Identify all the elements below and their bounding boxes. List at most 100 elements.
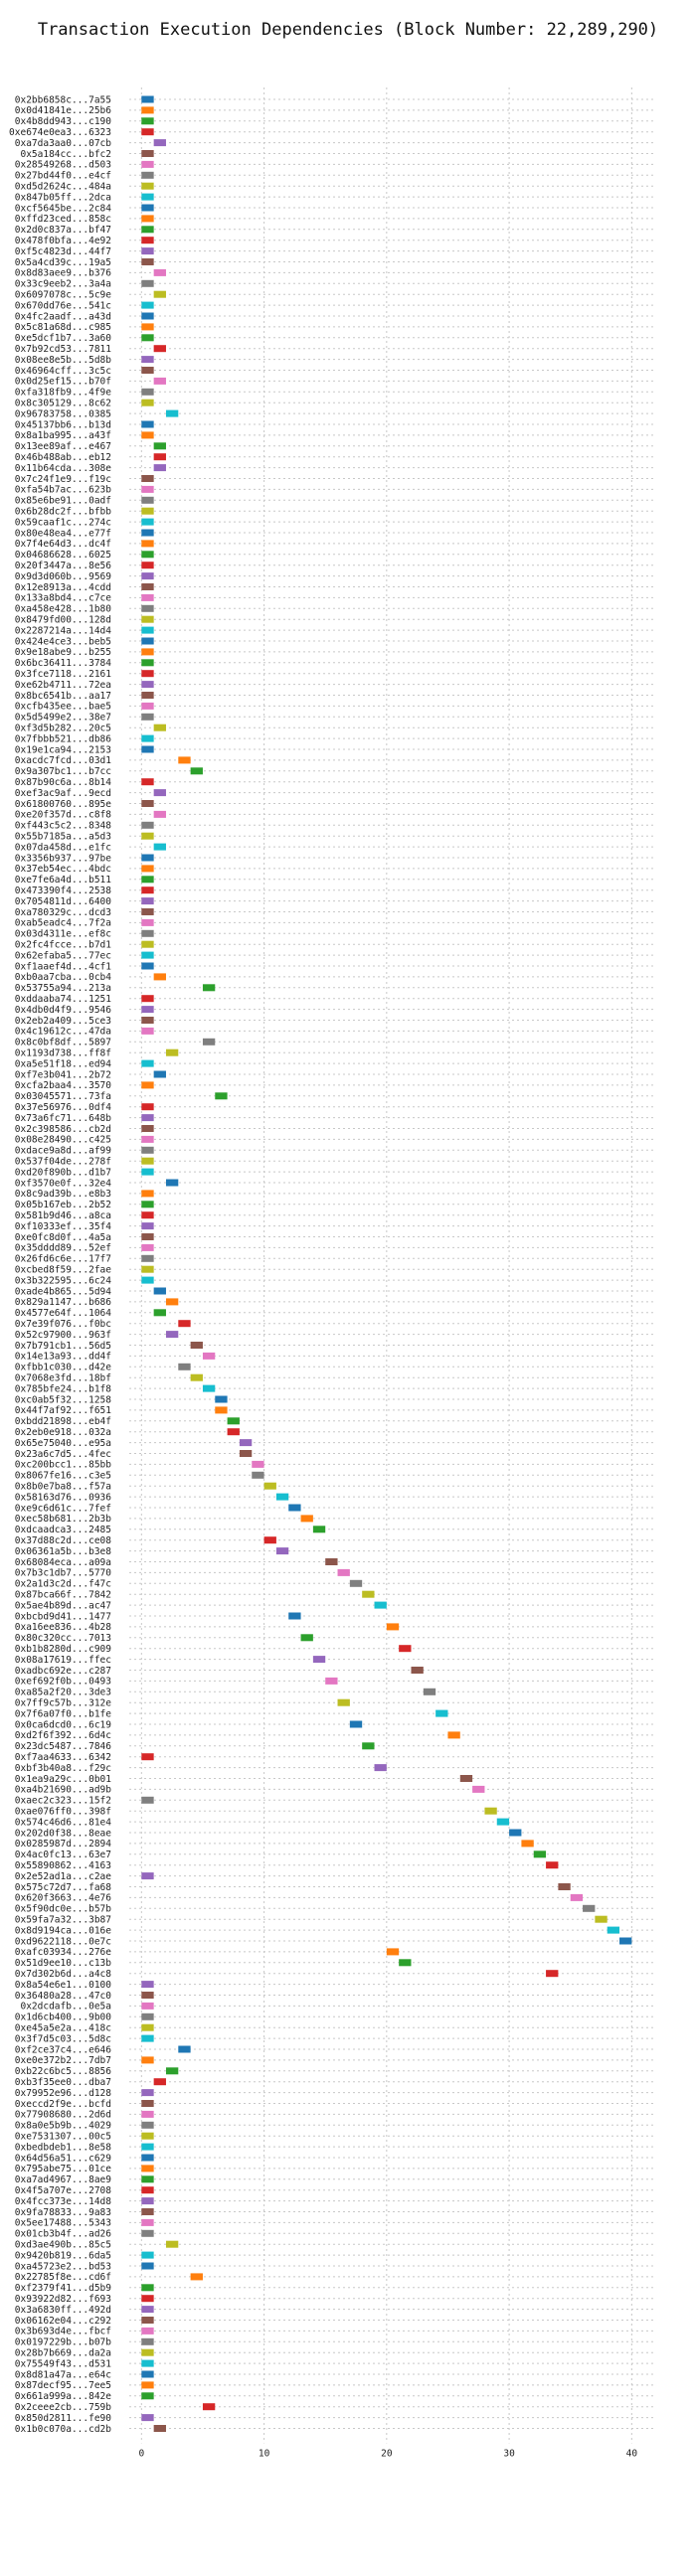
y-tick-label: 0x3fce7118...2161	[15, 669, 112, 680]
transaction-bar	[141, 2208, 154, 2215]
transaction-bar	[141, 420, 154, 428]
y-tick-label: 0xe20f357d...c8f8	[15, 810, 112, 821]
y-tick-label: 0xef3ac9af...9ecd	[15, 788, 111, 799]
transaction-bar	[153, 139, 166, 147]
transaction-bar	[153, 442, 166, 450]
y-tick-label: 0x22785f8e...cd6f	[15, 2272, 111, 2283]
y-tick-label: 0x37d88c2d...ce08	[15, 1535, 112, 1546]
y-tick-label: 0x5f90dc0e...b57b	[15, 1904, 112, 1915]
y-tick-label: 0x785bfe24...b1f8	[15, 1383, 112, 1394]
transaction-bar	[275, 1547, 289, 1555]
transaction-bar	[607, 1926, 620, 1934]
transaction-bar	[141, 518, 154, 526]
y-tick-label: 0xa16ee836...4b28	[15, 1622, 112, 1633]
y-tick-label: 0x9d3d060b...9569	[15, 571, 112, 582]
y-tick-label: 0x829a1147...b686	[15, 1297, 112, 1308]
transaction-bar	[141, 117, 154, 125]
y-tick-label: 0x5c81a68d...c985	[15, 322, 111, 333]
y-tick-label: 0xf443c5c2...8348	[15, 821, 112, 832]
x-tick-label: 40	[626, 2448, 638, 2459]
transaction-bar	[153, 2425, 166, 2432]
y-tick-label: 0xef692f0b...0493	[15, 1677, 111, 1688]
y-tick-label: 0x0d41841e...25b6	[15, 105, 112, 116]
transaction-bar	[153, 377, 166, 385]
y-tick-label: 0x133a8bd4...c7ce	[15, 593, 112, 604]
y-tick-label: 0x12e8913a...4cdd	[15, 582, 111, 593]
transaction-bar	[141, 713, 154, 721]
y-tick-label: 0x9420b819...6da5	[15, 2250, 111, 2261]
transaction-bar	[141, 496, 154, 504]
transaction-bar	[141, 1276, 154, 1284]
transaction-bar	[178, 756, 191, 764]
y-tick-label: 0x478f0bfa...4e92	[15, 236, 111, 246]
transaction-bar	[153, 724, 166, 731]
transaction-bar	[141, 247, 154, 255]
y-tick-label: 0x7d302b6d...a4c8	[15, 1969, 112, 1980]
transaction-bar	[141, 388, 154, 396]
y-tick-label: 0x2eb2a409...5ce3	[15, 1016, 111, 1027]
transaction-bar	[141, 1103, 154, 1111]
transaction-bar	[386, 1948, 400, 1956]
transaction-bar	[263, 1482, 276, 1490]
y-tick-label: 0x23a6c7d5...4fec	[15, 1449, 111, 1460]
transaction-bar	[141, 399, 154, 406]
transaction-bar	[141, 1872, 154, 1880]
y-tick-label: 0x7ff9c57b...312e	[15, 1698, 112, 1709]
y-tick-label: 0xbdd21898...eb4f	[15, 1416, 111, 1427]
transaction-bar	[141, 2186, 154, 2194]
y-tick-label: 0xd2f6f392...6d4c	[15, 1730, 111, 1741]
y-tick-label: 0xdcaadca3...2485	[15, 1525, 111, 1535]
y-tick-label: 0x2ceee2cb...759b	[15, 2402, 112, 2413]
y-tick-label: 0x620f3663...4e76	[15, 1893, 112, 1904]
transaction-bar	[141, 832, 154, 840]
transaction-bar	[165, 2240, 179, 2248]
transaction-bar	[141, 2251, 154, 2259]
y-tick-label: 0x59fa7a32...3b87	[15, 1915, 111, 1926]
y-tick-label: 0xfa318fb9...4f9e	[15, 388, 112, 399]
transaction-bar	[141, 2295, 154, 2303]
transaction-bar	[202, 984, 216, 992]
y-tick-label: 0x7e39f076...f0bc	[15, 1319, 111, 1330]
transaction-bar	[325, 1558, 338, 1565]
transaction-bar	[141, 1146, 154, 1154]
transaction-bar	[435, 1709, 448, 1717]
transaction-bar	[337, 1568, 350, 1576]
y-tick-label: 0x23dc5487...7846	[15, 1741, 112, 1752]
y-tick-label: 0x8479fd00...128d	[15, 615, 111, 626]
transaction-bar	[141, 160, 154, 168]
y-tick-label: 0x8d9194ca...016e	[15, 1925, 112, 1936]
y-tick-label: 0x37eb54ec...4bdc	[15, 864, 111, 875]
y-tick-label: 0x2eb0e918...032a	[15, 1427, 111, 1438]
y-tick-label: 0xadbc692e...c287	[15, 1666, 111, 1677]
transaction-bar	[202, 1384, 216, 1392]
transaction-bar	[288, 1612, 301, 1620]
y-tick-label: 0x13ee89af...e467	[15, 441, 111, 452]
transaction-bar	[153, 1309, 166, 1317]
transaction-bar	[215, 1406, 228, 1414]
y-tick-label: 0xcbed8f59...2fae	[15, 1265, 112, 1276]
transaction-bar	[141, 1017, 154, 1024]
transaction-bar	[215, 1092, 228, 1100]
y-tick-label: 0xe7531307...00c5	[15, 2132, 111, 2143]
y-tick-label: 0xae076ff0...398f	[15, 1807, 111, 1818]
transaction-bar	[141, 1168, 154, 1176]
y-tick-label: 0x473390f4...2538	[15, 886, 112, 896]
transaction-bar	[141, 2327, 154, 2334]
transaction-bar	[239, 1439, 253, 1447]
transaction-bar	[165, 2067, 179, 2075]
y-tick-label: 0x7c24f1e9...f19c	[15, 474, 111, 485]
transaction-bar	[141, 1081, 154, 1089]
y-tick-label: 0x08a17619...ffec	[15, 1655, 111, 1666]
y-tick-label: 0x58163d76...0936	[15, 1492, 112, 1503]
y-tick-label: 0x2c398586...cb2d	[15, 1124, 111, 1135]
y-tick-label: 0x46b488ab...eb12	[15, 452, 111, 463]
y-tick-label: 0x850d2811...fe90	[15, 2413, 112, 2424]
y-tick-label: 0xab5eadc4...7f2a	[15, 918, 111, 929]
transaction-bar	[141, 2175, 154, 2183]
y-tick-label: 0x0197229b...b07b	[15, 2337, 112, 2348]
y-tick-label: 0x33c9eeb2...3a4a	[15, 279, 111, 290]
y-tick-label: 0x8c0bf8df...5897	[15, 1038, 111, 1048]
y-tick-label: 0x0ca6dcd0...6c19	[15, 1719, 112, 1730]
y-tick-label: 0xd9622118...0e7c	[15, 1936, 111, 1947]
